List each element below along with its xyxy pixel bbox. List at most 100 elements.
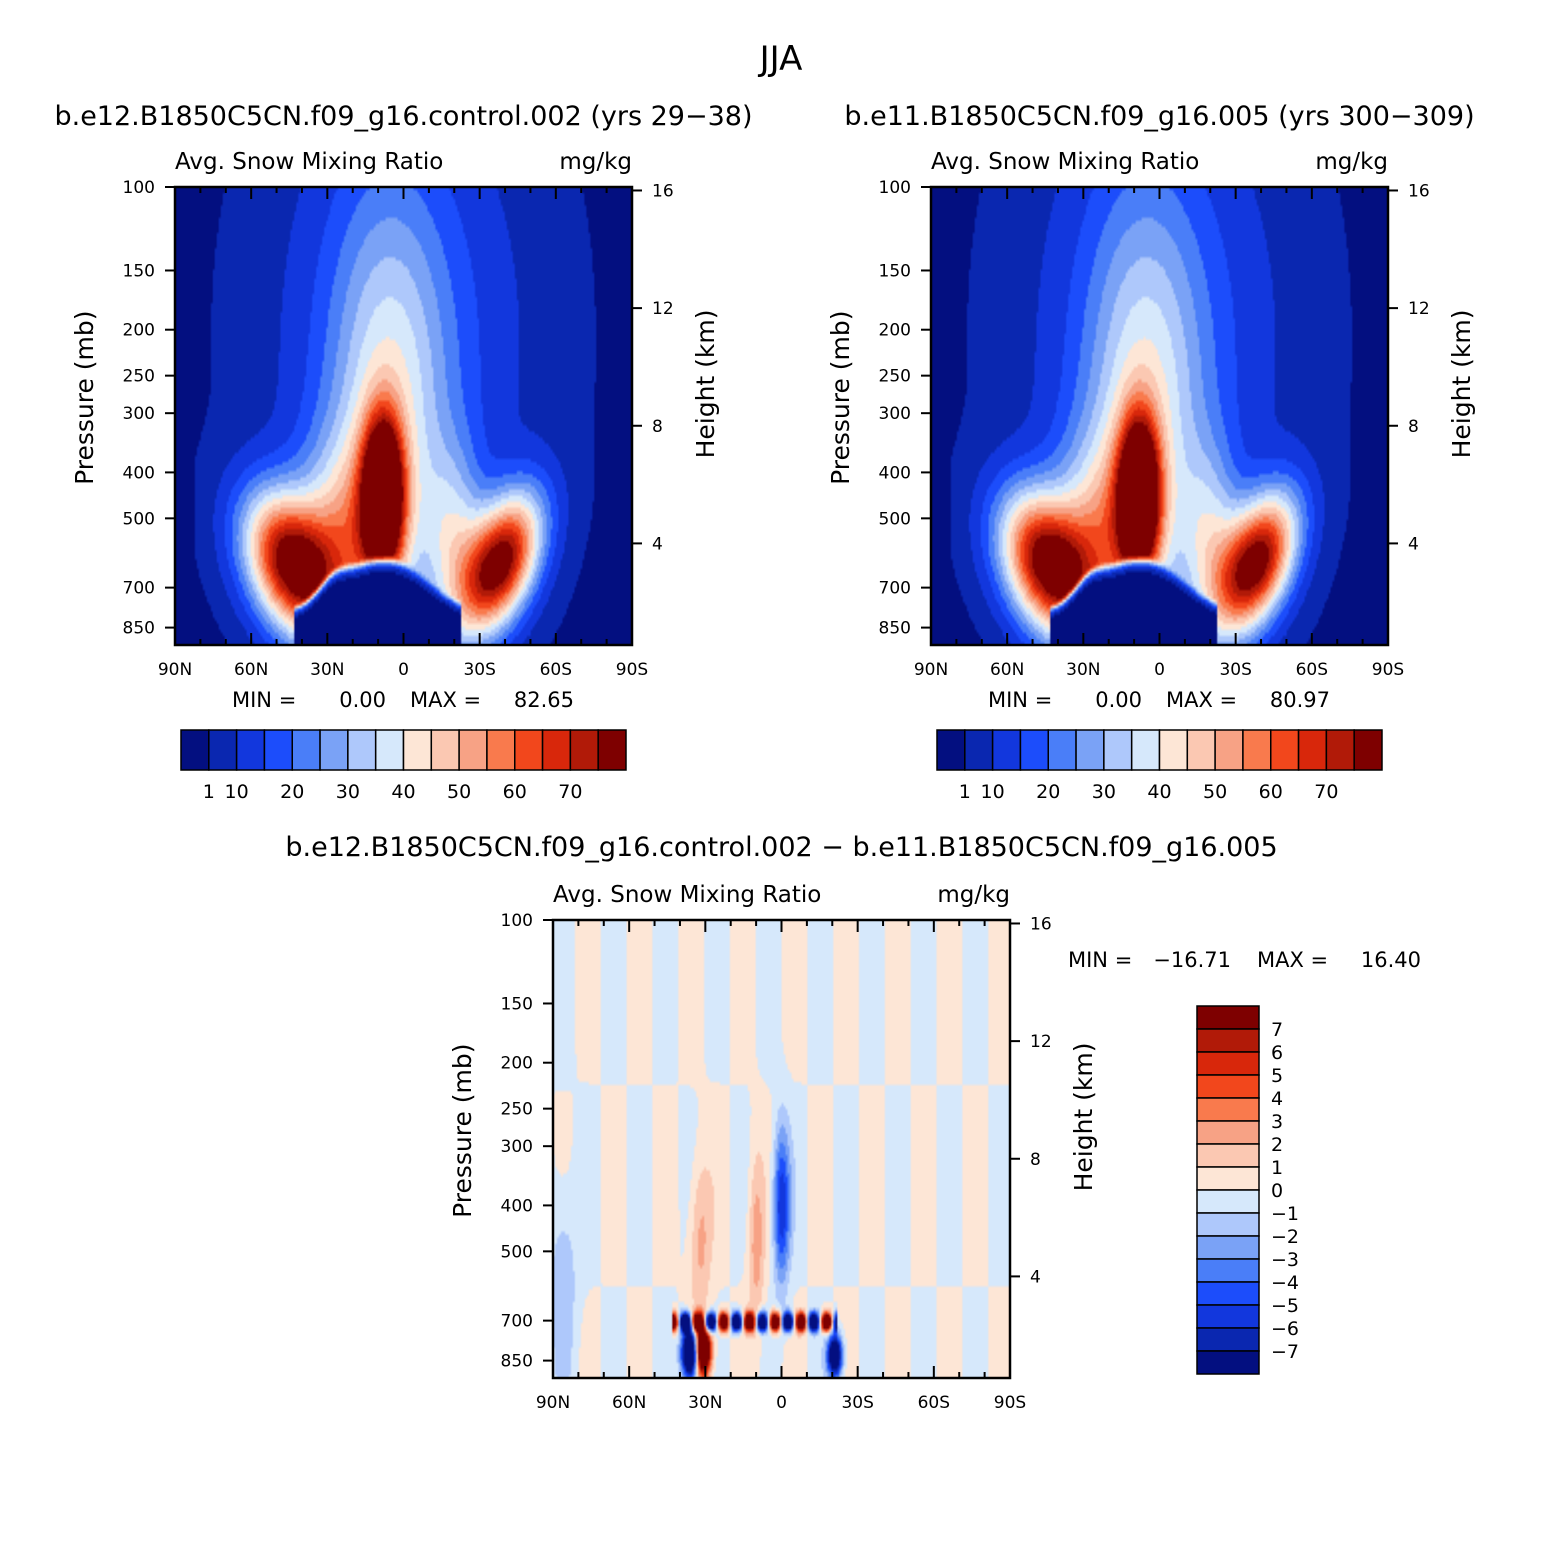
colorbar-box — [1196, 1005, 1260, 1030]
colorbar-label: 7 — [1271, 1019, 1283, 1041]
contour-field — [931, 187, 1388, 645]
colorbar-box — [1196, 1212, 1260, 1237]
colorbar-label: 0 — [1271, 1180, 1283, 1202]
y-tick-label: 500 — [501, 1242, 533, 1262]
units-label: mg/kg — [1315, 149, 1388, 175]
colorbar-label: 40 — [391, 781, 415, 803]
x-tick-label: 30S — [1219, 660, 1251, 680]
colorbar-box — [1196, 1166, 1260, 1191]
colorbar-label: −1 — [1271, 1203, 1299, 1225]
colorbar-box — [1196, 1281, 1260, 1306]
colorbar-label: 20 — [1036, 781, 1060, 803]
colorbar-label: 70 — [1314, 781, 1338, 803]
y-tick-label: 300 — [123, 404, 155, 424]
colorbar-box — [514, 729, 544, 771]
colorbar-label: 6 — [1271, 1042, 1283, 1064]
colorbar-box — [964, 729, 994, 771]
x-tick-label: 60S — [1296, 660, 1328, 680]
x-tick-label: 60N — [990, 660, 1024, 680]
y-tick-label: 250 — [879, 367, 911, 387]
colorbar-box — [1130, 729, 1161, 771]
min-value: 0.00 — [339, 688, 386, 712]
x-tick-label: 0 — [1154, 660, 1165, 680]
contour-field — [553, 920, 1010, 1378]
colorbar-box — [1158, 729, 1189, 771]
x-tick-label: 90N — [158, 660, 192, 680]
y-tick-label: 400 — [879, 463, 911, 483]
min-value: 0.00 — [1095, 688, 1142, 712]
contour-field — [175, 187, 632, 645]
colorbar-label: −3 — [1271, 1249, 1299, 1271]
colorbar-box — [263, 729, 293, 771]
right-tick-label: 8 — [1030, 1150, 1041, 1170]
colorbar-box — [235, 729, 266, 771]
panel-title: b.e12.B1850C5CN.f09_g16.control.002 (yrs… — [54, 101, 752, 132]
colorbar-label: 5 — [1271, 1065, 1283, 1087]
colorbar-box — [291, 729, 321, 771]
colorbar-box — [458, 729, 488, 771]
colorbar-label: 1 — [1271, 1157, 1283, 1179]
min-value: −16.71 — [1153, 948, 1231, 972]
colorbar-box — [1196, 1258, 1260, 1283]
y-tick-label: 850 — [501, 1352, 533, 1372]
max-value: 16.40 — [1361, 948, 1421, 972]
colorbar-label: 1 — [203, 781, 215, 803]
x-tick-label: 90S — [616, 660, 648, 680]
min-label: MIN = — [232, 688, 296, 712]
right-tick-label: 4 — [652, 534, 663, 554]
right-tick-label: 12 — [1408, 299, 1430, 319]
units-label: mg/kg — [937, 882, 1010, 908]
y-axis-title: Pressure (mb) — [448, 1043, 477, 1217]
y-tick-label: 400 — [123, 463, 155, 483]
y-tick-label: 250 — [123, 367, 155, 387]
colorbar-label: 40 — [1147, 781, 1171, 803]
figure-title: JJA — [758, 39, 803, 79]
right-tick-label: 16 — [1030, 914, 1052, 934]
colorbar-box — [402, 729, 433, 771]
colorbar-label: 3 — [1271, 1111, 1283, 1133]
panel-title: b.e12.B1850C5CN.f09_g16.control.002 − b.… — [285, 832, 1277, 863]
colorbar-label: 1 — [959, 781, 971, 803]
colorbar-box — [569, 729, 599, 771]
colorbar-label: −2 — [1271, 1226, 1299, 1248]
colorbar-box — [1196, 1143, 1260, 1168]
colorbar-label: 4 — [1271, 1088, 1283, 1110]
colorbar-box — [1353, 729, 1383, 771]
variable-name: Avg. Snow Mixing Ratio — [175, 149, 443, 175]
colorbar-box — [1196, 1051, 1260, 1076]
colorbar-box — [936, 729, 966, 771]
y-tick-label: 100 — [879, 178, 911, 198]
y-tick-label: 400 — [501, 1196, 533, 1216]
colorbar-label: 10 — [225, 781, 249, 803]
right-axis-title: Height (km) — [1069, 1042, 1098, 1191]
y-axis-title: Pressure (mb) — [826, 310, 855, 484]
colorbar-label: −5 — [1271, 1295, 1299, 1317]
colorbar-label: 60 — [1259, 781, 1283, 803]
y-tick-label: 850 — [123, 619, 155, 639]
colorbar-box — [347, 729, 377, 771]
variable-name: Avg. Snow Mixing Ratio — [553, 882, 821, 908]
colorbar-label: 30 — [1092, 781, 1116, 803]
panel-2: b.e12.B1850C5CN.f09_g16.control.002 − b.… — [285, 832, 1421, 1413]
colorbar-box — [1214, 729, 1244, 771]
colorbar-box — [1297, 729, 1328, 771]
x-tick-label: 30S — [463, 660, 495, 680]
colorbar-label: 60 — [503, 781, 527, 803]
max-value: 82.65 — [514, 688, 574, 712]
colorbar-box — [430, 729, 460, 771]
colorbar-box — [1103, 729, 1133, 771]
colorbar-box — [486, 729, 516, 771]
panel-title: b.e11.B1850C5CN.f09_g16.005 (yrs 300−309… — [844, 101, 1474, 132]
y-tick-label: 100 — [501, 911, 533, 931]
x-tick-label: 60S — [540, 660, 572, 680]
colorbar-label: −6 — [1271, 1318, 1299, 1340]
y-tick-label: 850 — [879, 619, 911, 639]
max-label: MAX = — [410, 688, 481, 712]
y-tick-label: 150 — [501, 994, 533, 1014]
right-tick-label: 8 — [1408, 417, 1419, 437]
colorbar-label: −4 — [1271, 1272, 1299, 1294]
colorbar-box — [1196, 1350, 1260, 1375]
colorbar-box — [180, 729, 210, 771]
colorbar-box — [319, 729, 349, 771]
